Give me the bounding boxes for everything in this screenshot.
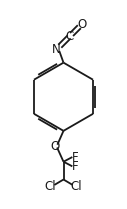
Text: O: O	[77, 18, 86, 31]
Text: Cl: Cl	[45, 180, 56, 193]
Text: C: C	[65, 30, 73, 43]
Text: Cl: Cl	[71, 180, 82, 193]
Text: F: F	[72, 160, 78, 173]
Text: N: N	[52, 43, 61, 56]
Text: F: F	[72, 150, 78, 164]
Text: O: O	[50, 140, 59, 153]
